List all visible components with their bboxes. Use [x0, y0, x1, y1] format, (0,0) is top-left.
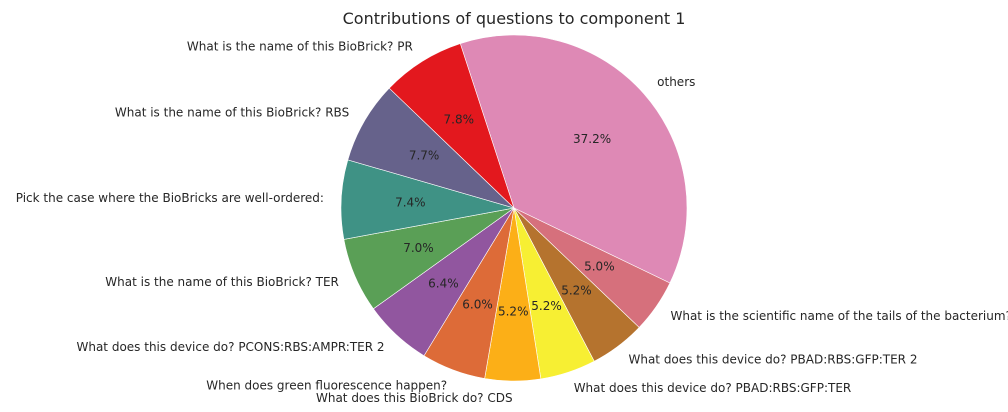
pie-percent-label: 37.2%: [573, 132, 611, 146]
pie-category-label: others: [657, 75, 695, 89]
pie-percent-label: 7.8%: [444, 113, 475, 127]
pie-percent-label: 5.2%: [498, 304, 529, 318]
pie-slices: [340, 34, 688, 382]
pie-slice-what-is-the-name-of-this-biobrick-pr: [388, 43, 515, 209]
pie-category-label: What is the scientific name of the tails…: [670, 309, 1008, 323]
pie-percent-label: 5.0%: [584, 260, 615, 274]
pie-category-label: What does this BioBrick do? CDS: [316, 391, 513, 405]
pie-percent-label: 7.4%: [395, 195, 426, 209]
pie-category-label: What is the name of this BioBrick? RBS: [115, 105, 349, 119]
pie-percent-label: 7.0%: [403, 241, 434, 255]
chart-title: Contributions of questions to component …: [343, 9, 686, 28]
pie-category-labels: others What is the scientific name of the…: [16, 39, 1008, 404]
pie-percent-label: 6.0%: [462, 298, 493, 312]
pie-category-label: What does this device do? PCONS:RBS:AMPR…: [76, 340, 384, 354]
pie-category-label: What is the name of this BioBrick? PR: [187, 39, 413, 53]
pie-percent-label: 5.2%: [531, 299, 562, 313]
pie-percent-label: 7.7%: [409, 149, 440, 163]
pie-percent-label: 6.4%: [428, 277, 459, 291]
pie-slice-others: [459, 34, 688, 284]
pie-percent-label: 5.2%: [561, 283, 592, 297]
pie-category-label: What is the name of this BioBrick? TER: [105, 275, 339, 289]
pie-category-label: Pick the case where the BioBricks are we…: [16, 191, 324, 205]
pie-category-label: What does this device do? PBAD:RBS:GFP:T…: [628, 353, 917, 367]
pie-category-label: What does this device do? PBAD:RBS:GFP:T…: [574, 381, 852, 395]
pie-category-label: When does green fluorescence happen?: [206, 379, 447, 393]
pie-percent-labels: 37.2%5.0%5.2%5.2%5.2%6.0%6.4%7.0%7.4%7.7…: [395, 113, 615, 319]
